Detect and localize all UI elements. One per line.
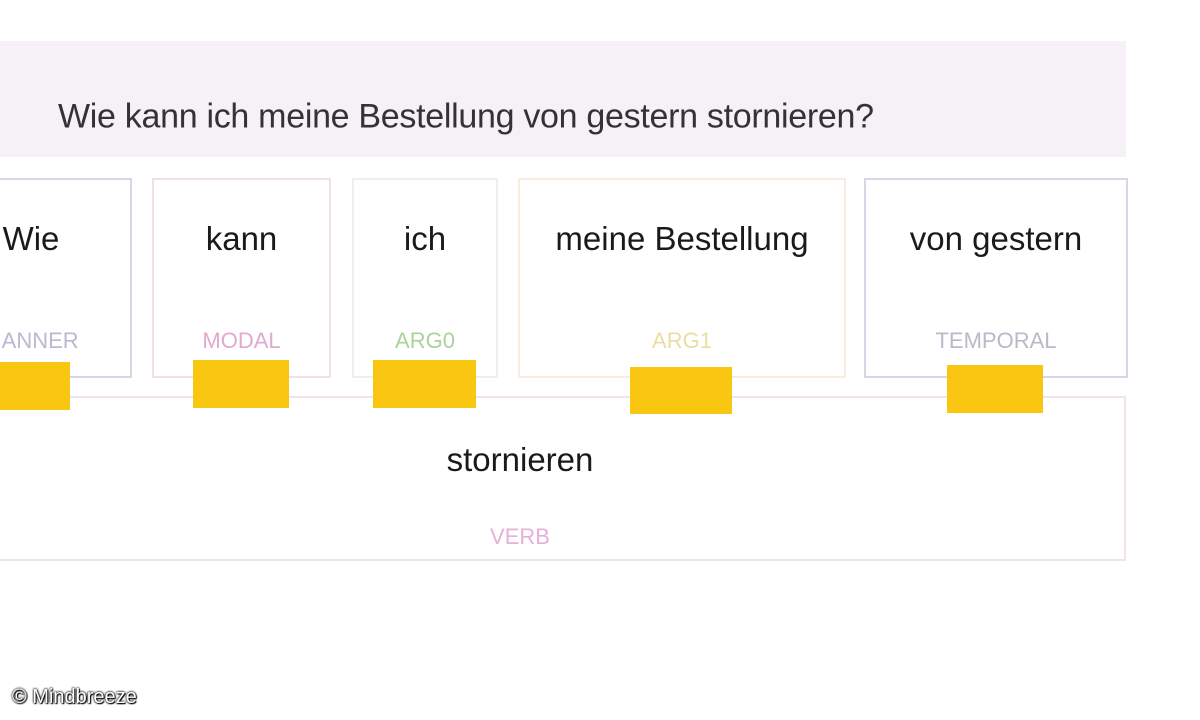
connector-marker xyxy=(193,360,289,408)
verb-box: stornieren VERB xyxy=(0,396,1126,561)
role-label: MANNER xyxy=(0,328,79,353)
connector-marker xyxy=(0,362,70,410)
role-word: von gestern xyxy=(909,220,1083,257)
role-box-manner: Wie MANNER xyxy=(0,178,132,378)
connector-marker xyxy=(373,360,476,408)
role-word: ich xyxy=(403,220,447,257)
verb-word: stornieren xyxy=(446,441,594,478)
copyright-notice: © Mindbreeze xyxy=(12,686,137,708)
role-box-temporal: von gestern TEMPORAL xyxy=(864,178,1128,378)
role-label: ARG0 xyxy=(395,328,455,353)
question-text: Wie kann ich meine Bestellung von gester… xyxy=(58,97,874,136)
role-box-arg0: ich ARG0 xyxy=(352,178,498,378)
role-word: kann xyxy=(205,220,278,257)
connector-marker xyxy=(630,367,732,414)
role-label: TEMPORAL xyxy=(935,328,1057,353)
role-box-modal: kann MODAL xyxy=(152,178,331,378)
question-banner: Wie kann ich meine Bestellung von gester… xyxy=(0,41,1126,157)
verb-label: VERB xyxy=(490,524,550,549)
role-label: MODAL xyxy=(202,328,281,353)
role-word: Wie xyxy=(2,220,60,257)
connector-marker xyxy=(947,365,1043,413)
role-box-arg1: meine Bestellung ARG1 xyxy=(518,178,846,378)
role-word: meine Bestellung xyxy=(555,220,809,257)
role-label: ARG1 xyxy=(652,328,712,353)
